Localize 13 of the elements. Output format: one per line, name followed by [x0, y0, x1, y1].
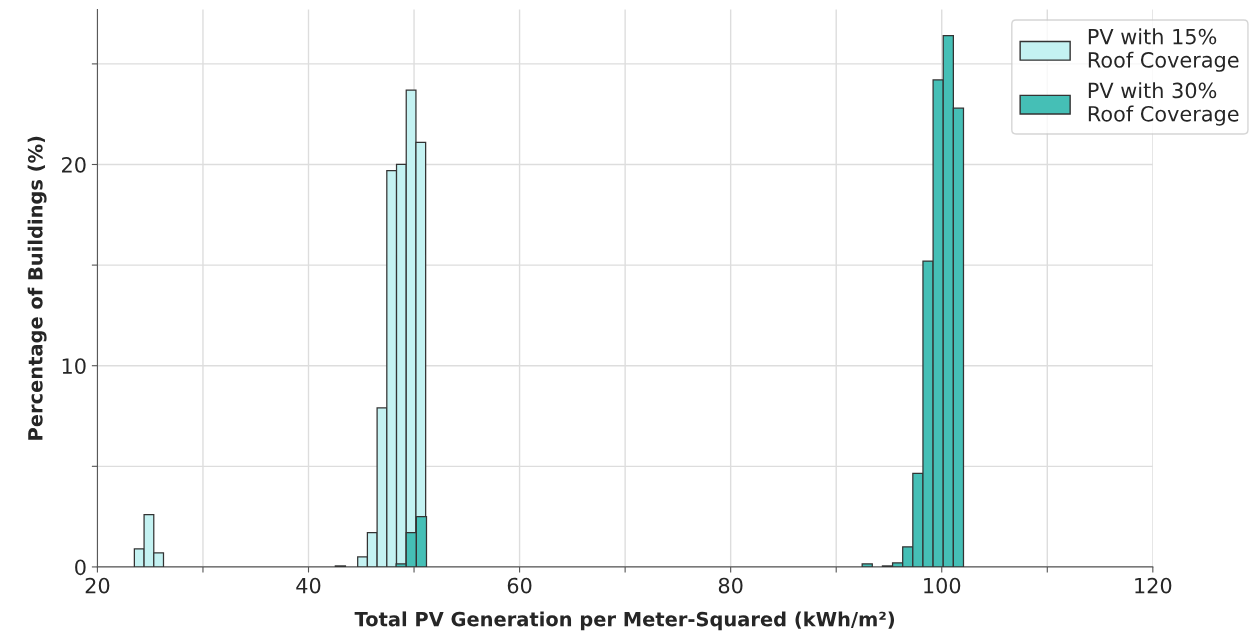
x-tick-label: 120	[1135, 577, 1172, 594]
y-axis-title: Percentage of Buildings (%)	[27, 136, 47, 440]
x-tick-label: 20	[85, 577, 110, 594]
legend-label: PV with 15% Roof Coverage	[1088, 28, 1239, 72]
y-tick-label: 10	[62, 358, 86, 374]
x-tick-label: 60	[507, 577, 532, 594]
y-tick-label: 20	[62, 156, 86, 173]
y-tick-label: 0	[75, 559, 86, 576]
x-tick-label: 40	[296, 577, 321, 594]
x-tick-label: 80	[718, 577, 743, 594]
legend-label: PV with 30% Roof Coverage	[1088, 82, 1239, 126]
x-axis-title: Total PV Generation per Meter-Squared (kWh/m²)	[354, 611, 895, 631]
x-tick-label: 100	[924, 577, 961, 594]
